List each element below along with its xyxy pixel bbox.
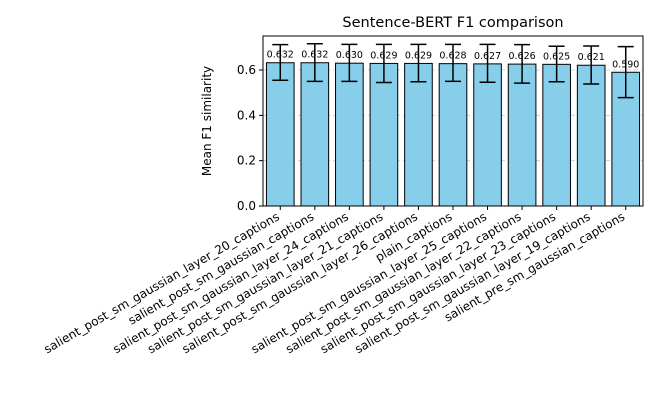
bar-value-label: 0.630 <box>336 50 363 61</box>
bar-value-label: 0.629 <box>405 50 432 61</box>
bar <box>473 63 502 207</box>
bar-value-label: 0.629 <box>370 50 397 61</box>
y-tick-label: 0.0 <box>237 199 256 213</box>
chart-title: Sentence-BERT F1 comparison <box>342 15 563 31</box>
bar-value-label: 0.625 <box>543 51 570 62</box>
bar-value-label: 0.628 <box>439 51 466 62</box>
y-tick-label: 0.4 <box>237 108 256 122</box>
bar-value-label: 0.627 <box>474 51 501 62</box>
bar-value-label: 0.632 <box>267 50 294 61</box>
y-tick-label: 0.6 <box>237 63 256 77</box>
value-labels: 0.632 0.632 0.630 0.629 0.629 0.628 0.627 0.626… <box>267 50 640 71</box>
x-axis-ticks: salient_post_sm_gaussian_layer_20_captio… <box>41 206 627 356</box>
y-axis-label: Mean F1 similarity <box>200 66 214 176</box>
bar <box>404 62 433 207</box>
bar <box>300 62 330 207</box>
y-axis-ticks: 0.0 0.2 0.4 0.6 <box>237 63 263 213</box>
bar-value-label: 0.632 <box>301 50 328 61</box>
error-bars <box>272 42 634 99</box>
bar-value-label: 0.621 <box>578 52 605 63</box>
bar-value-label: 0.626 <box>508 51 535 62</box>
bar <box>369 62 399 207</box>
bar <box>507 63 537 207</box>
bar <box>542 63 571 207</box>
y-tick-label: 0.2 <box>237 154 256 168</box>
bar-value-label: 0.590 <box>612 59 639 70</box>
bar <box>576 64 606 207</box>
bar <box>335 62 364 207</box>
bar <box>438 63 468 207</box>
bar <box>265 62 295 207</box>
